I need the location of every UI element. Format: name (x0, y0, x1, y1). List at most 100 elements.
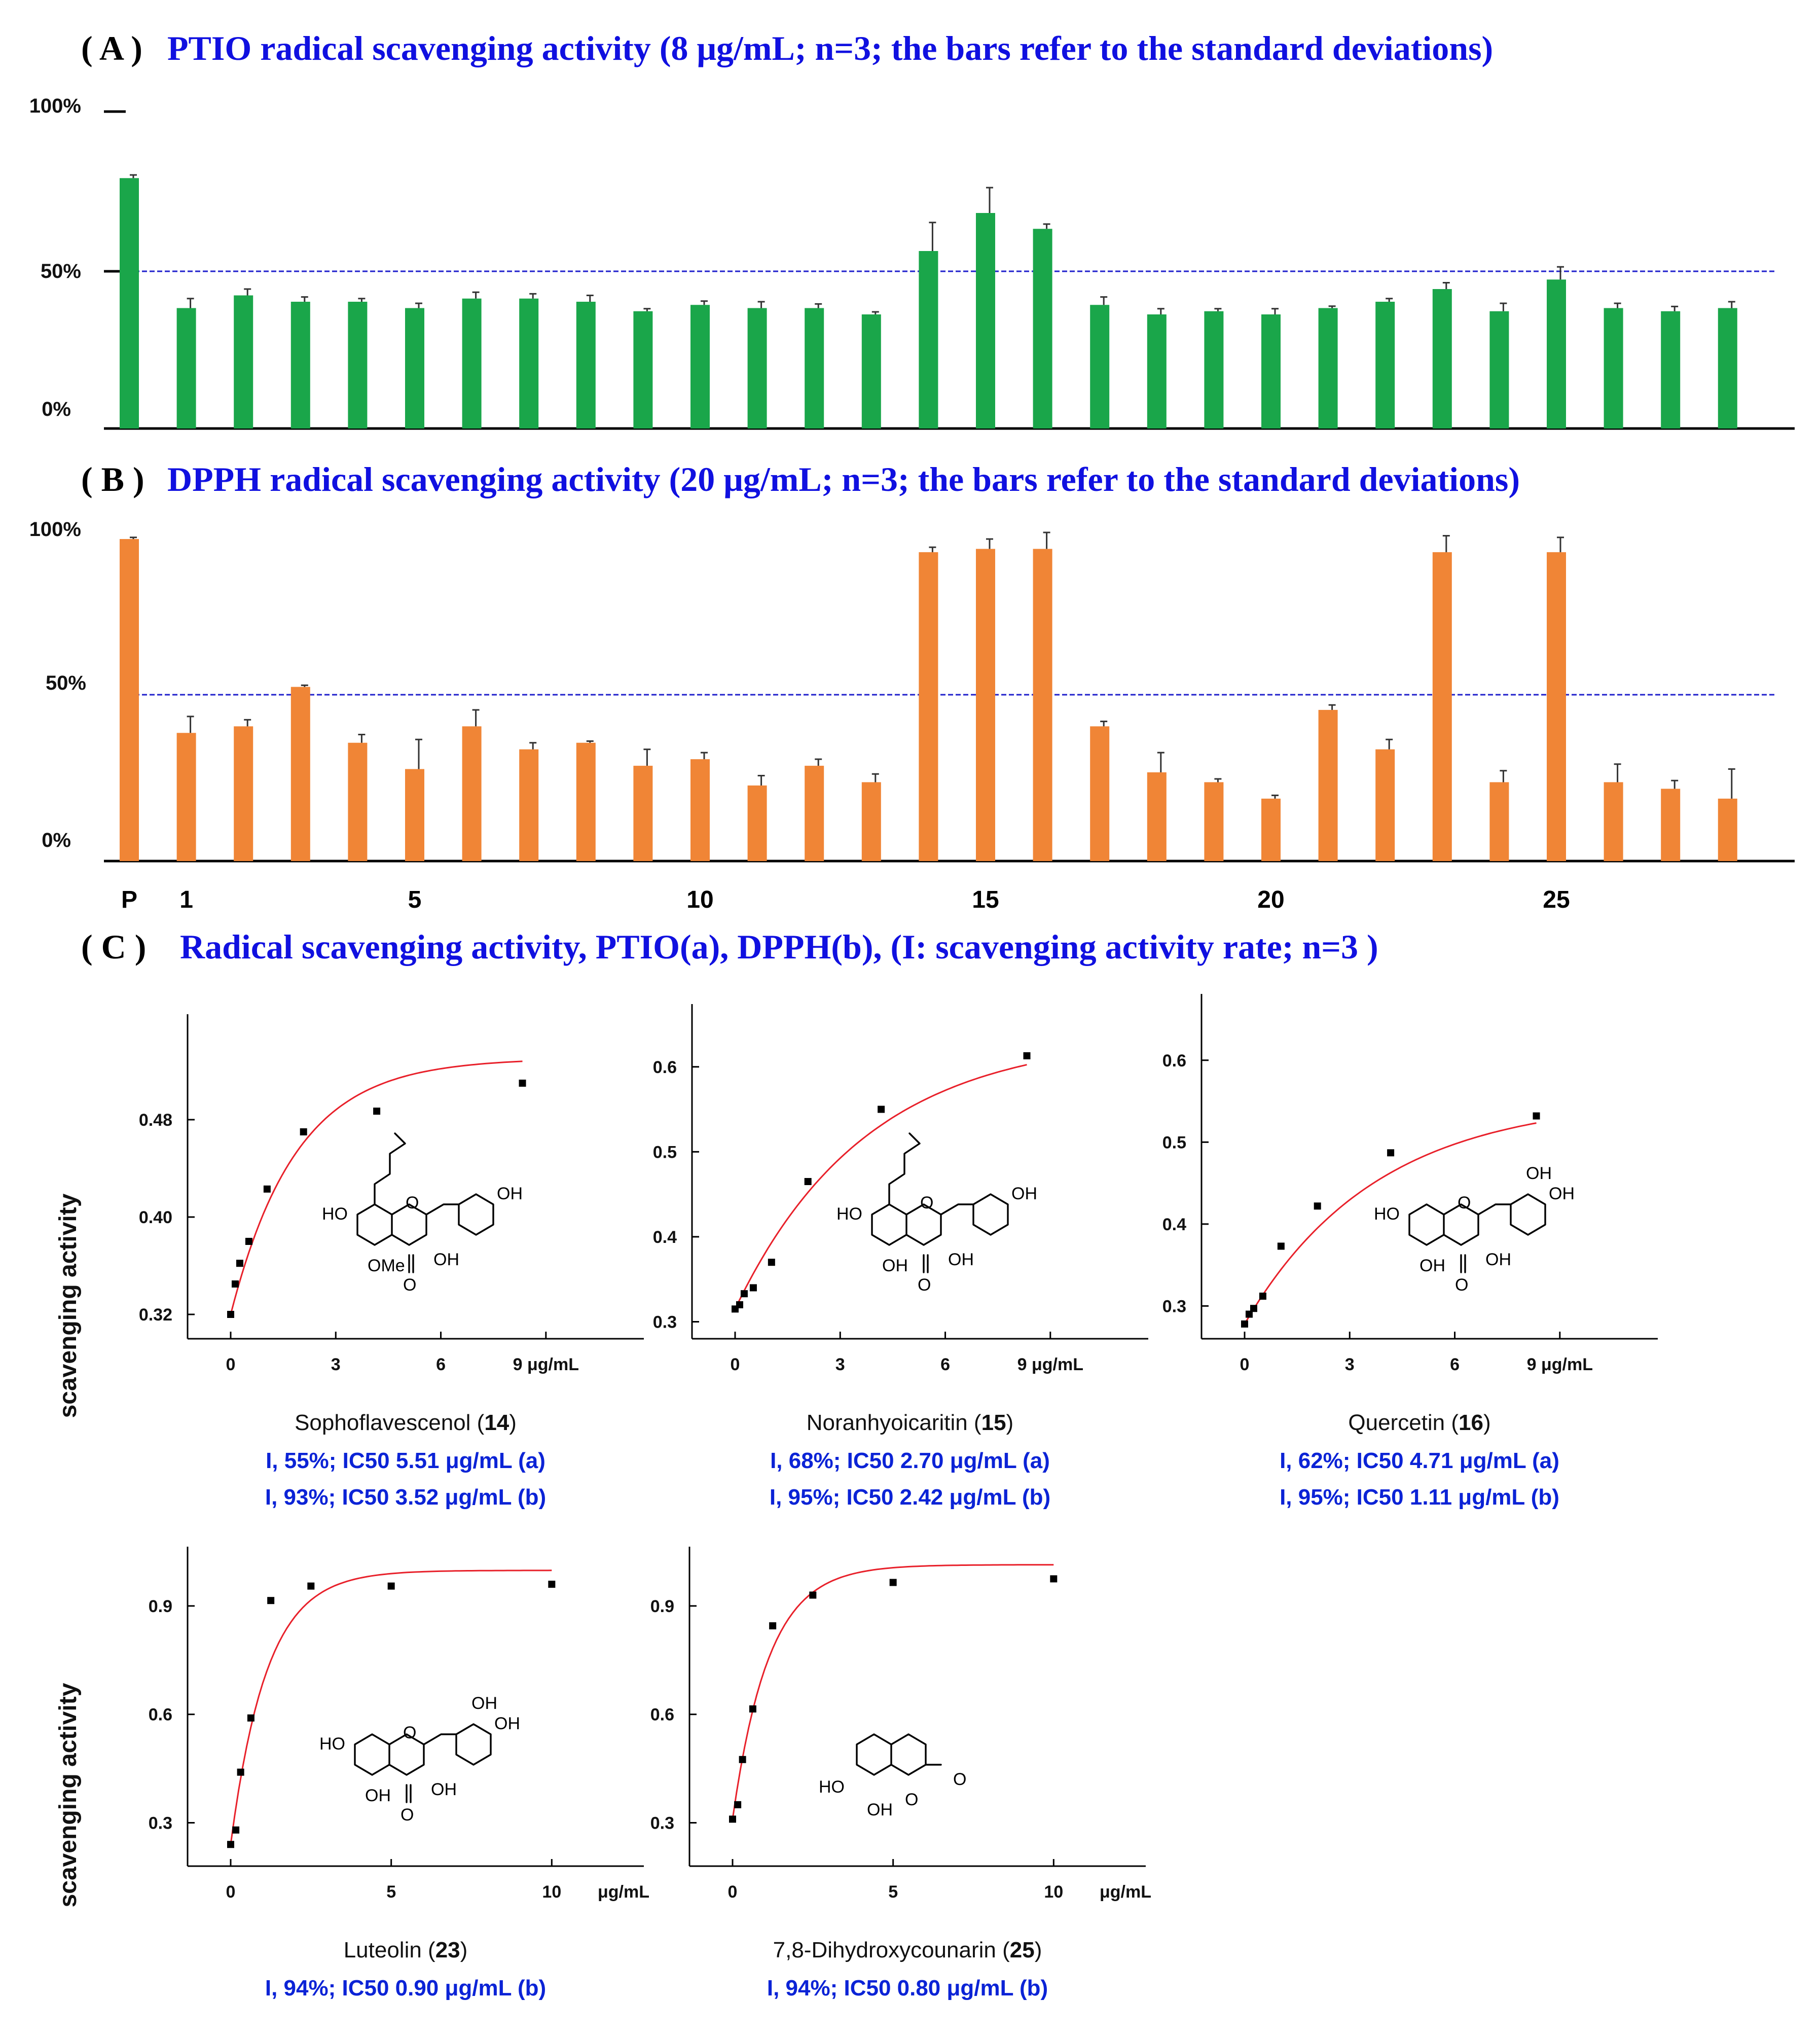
c25-fit-curve (732, 1564, 1054, 1819)
a-bar-23 (1432, 289, 1452, 429)
b-bar-23 (1432, 552, 1452, 861)
b-xtick-5: 5 (408, 886, 422, 913)
c25-point-2 (739, 1756, 746, 1763)
c25-xtick-label-3: μg/mL (1100, 1882, 1151, 1902)
m23-ho-7: HO (319, 1734, 345, 1754)
panel-c-title: Radical scavenging activity, PTIO(a), DP… (180, 927, 1378, 966)
b-ytick-label-0: 0% (42, 829, 71, 851)
b-xtick-20: 20 (1257, 886, 1284, 913)
m16-sub-5: OH (1419, 1256, 1445, 1275)
b-bar-10 (690, 759, 710, 861)
m16-oh-4p: OH (1549, 1184, 1575, 1203)
c14-point-0 (227, 1311, 234, 1318)
b-bar-26 (1604, 782, 1623, 861)
c15-point-1 (736, 1301, 743, 1308)
c14-fit-curve (230, 1060, 523, 1315)
c25-point-0 (729, 1815, 736, 1823)
c23-point-2 (237, 1768, 244, 1776)
c25-ytick-label-1: 0.6 (650, 1705, 674, 1725)
b-bar-27 (1661, 789, 1681, 861)
a-bar-11 (747, 308, 767, 429)
c14-point-1 (231, 1280, 239, 1288)
c23-fit-curve (230, 1569, 552, 1845)
b-bar-18 (1147, 772, 1167, 861)
a-bar-24 (1489, 311, 1509, 429)
m23-oh-3: OH (431, 1780, 457, 1799)
m25-ring-o: O (905, 1790, 918, 1809)
b-bar-25 (1547, 552, 1566, 861)
m16-oh-3p: OH (1526, 1164, 1552, 1183)
c15-ytick-label-1: 0.5 (653, 1143, 677, 1162)
b-xtick-15: 15 (972, 886, 999, 913)
c14-point-3 (245, 1238, 252, 1245)
c16-xtick-label-1: 3 (1345, 1355, 1355, 1374)
c23-xtick-label-3: μg/mL (598, 1882, 649, 1902)
b-bar-12 (805, 766, 824, 861)
b-bar-11 (747, 785, 767, 861)
m15-ring-o: O (920, 1193, 933, 1212)
a-bar-18 (1147, 314, 1167, 429)
m23-rings (354, 1723, 492, 1803)
b-bar-7 (519, 749, 539, 861)
c16-ytick-label-3: 0.3 (1162, 1297, 1186, 1316)
c16-ytick-label-1: 0.5 (1162, 1133, 1186, 1152)
b-bar-20 (1261, 798, 1281, 861)
a-bar-27 (1661, 311, 1681, 429)
a-bar-16 (1033, 229, 1052, 429)
c25-result-b: I, 94%; IC50 0.80 μg/mL (b) (767, 1976, 1048, 2001)
b-ytick-label-100: 100% (29, 518, 81, 541)
a-bar-10 (690, 305, 710, 429)
m14-ho-7: HO (322, 1204, 348, 1224)
m14-rings (356, 1193, 494, 1273)
c23-point-5 (307, 1582, 315, 1590)
c15-result-b: I, 95%; IC50 2.42 μg/mL (b) (770, 1485, 1050, 1510)
a-bar-5 (405, 308, 424, 429)
b-bar-24 (1489, 782, 1509, 861)
a-bar-19 (1204, 311, 1224, 429)
c15-xtick-label-0: 0 (731, 1355, 740, 1374)
c15-result-a: I, 68%; IC50 2.70 μg/mL (a) (770, 1448, 1050, 1473)
c14-point-7 (519, 1080, 526, 1087)
c16-xtick-label-2: 6 (1450, 1355, 1460, 1374)
m23-oh-4p: OH (494, 1714, 520, 1733)
b-bar-3 (290, 687, 310, 861)
m14-carbonyl-o: O (403, 1275, 416, 1295)
a-bar-20 (1261, 314, 1281, 429)
c25-xtick-label-1: 5 (888, 1882, 898, 1902)
m16-ho-7: HO (1374, 1204, 1400, 1224)
c25-point-7 (1050, 1575, 1058, 1583)
molecule-labels: HOOMeOOOHOHHOOHOOOHOHHOOHOOOHOHOHHOOHOOO… (319, 1132, 1575, 1825)
m16-ring-o: O (1458, 1193, 1471, 1212)
c15-compound-name: Noranhyoicaritin (15) (807, 1410, 1013, 1435)
c23-result-b: I, 94%; IC50 0.90 μg/mL (b) (265, 1976, 546, 2001)
c23-point-6 (387, 1582, 395, 1590)
c14-point-5 (300, 1128, 307, 1135)
c16-result-a: I, 62%; IC50 4.71 μg/mL (a) (1280, 1448, 1559, 1473)
b-bar-14 (919, 552, 938, 861)
c25-point-1 (734, 1801, 742, 1808)
c-ylabel-row2: scavenging activity (55, 1683, 82, 1907)
c16-point-3 (1259, 1293, 1266, 1300)
a-bar-12 (805, 308, 824, 429)
a-bar-3 (290, 302, 310, 429)
c25-ytick-label-0: 0.9 (650, 1597, 674, 1616)
panel-b-title: DPPH radical scavenging activity (20 μg/… (167, 460, 1520, 498)
a-bar-1 (176, 308, 196, 429)
a-bar-9 (633, 311, 653, 429)
c14-xtick-label-3: 9 μg/mL (513, 1355, 579, 1374)
m25-ho-7: HO (819, 1777, 845, 1797)
c16-fit-curve (1244, 1122, 1537, 1325)
b-bar-22 (1375, 749, 1395, 861)
c15-xtick-label-1: 3 (835, 1355, 845, 1374)
c15-fit-curve (734, 1064, 1027, 1310)
c23-ytick-label-1: 0.6 (149, 1705, 172, 1725)
m14-oh-3: OH (433, 1250, 459, 1269)
m15-ho-7: HO (836, 1204, 862, 1224)
c14-xtick-label-0: 0 (226, 1355, 236, 1374)
b-xtick-10: 10 (686, 886, 713, 913)
panel-b-x-labels: P 1 5 10 15 20 25 (121, 886, 1570, 913)
a-bar-2 (234, 295, 253, 429)
m15-prenyl (888, 1132, 921, 1205)
c16-xtick-label-0: 0 (1240, 1355, 1250, 1374)
